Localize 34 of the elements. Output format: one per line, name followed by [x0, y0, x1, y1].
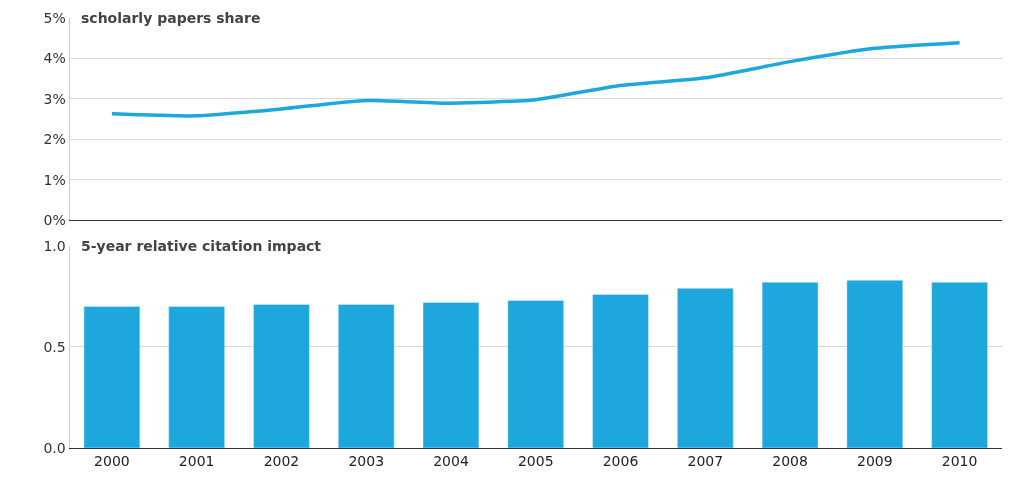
- x-tick-label: 2006: [602, 452, 639, 469]
- x-tick-label: 2000: [94, 452, 130, 469]
- line-series: [110, 40, 962, 118]
- x-tick-label: 2001: [178, 452, 215, 469]
- bar: [337, 304, 395, 448]
- x-tick-label: 2002: [263, 452, 300, 469]
- y-tick-label: 3%: [43, 90, 66, 107]
- x-tick-label: 2009: [857, 452, 893, 469]
- bar: [846, 280, 904, 448]
- bar: [592, 294, 649, 448]
- bar: [83, 306, 141, 448]
- y-tick-label: 0%: [43, 212, 66, 228]
- y-tick-label: 0.5: [43, 338, 66, 355]
- chart-title: scholarly papers share: [81, 10, 261, 26]
- x-tick-label: 2003: [348, 452, 385, 469]
- bar: [931, 282, 988, 448]
- bar: [677, 288, 734, 448]
- x-tick-label: 2007: [687, 452, 724, 469]
- y-tick-label: 4%: [43, 50, 66, 67]
- x-tick-label: 2008: [772, 452, 808, 469]
- bar: [507, 300, 564, 448]
- x-tick-label: 2010: [941, 452, 978, 469]
- bar: [168, 306, 225, 448]
- x-tick-label: 2004: [433, 452, 469, 469]
- y-tick-label: 1.0: [43, 237, 66, 254]
- y-tick-label: 1%: [43, 171, 66, 188]
- bar: [253, 304, 310, 448]
- y-tick-label: 5%: [43, 9, 66, 26]
- bar: [422, 302, 480, 448]
- y-tick-label: 0.0: [43, 439, 66, 456]
- bar: [761, 282, 819, 448]
- y-tick-label: 2%: [43, 131, 66, 148]
- chart-title: 5-year relative citation impact: [81, 238, 322, 254]
- x-tick-label: 2005: [517, 452, 554, 469]
